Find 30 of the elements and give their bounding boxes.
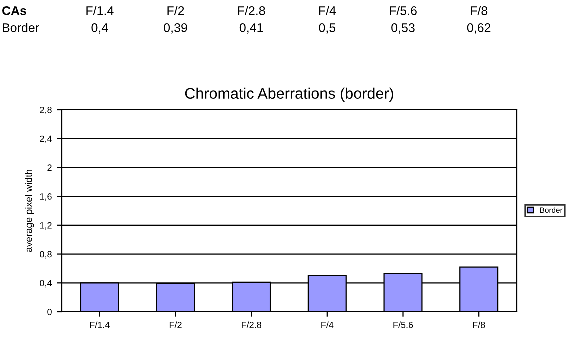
y-tick-label: 1,6 bbox=[40, 194, 52, 201]
data-label: 0,41 bbox=[240, 24, 264, 34]
category-label: F/2 bbox=[168, 6, 184, 16]
category-label: F/8 bbox=[471, 6, 488, 16]
text: CAs bbox=[2, 6, 26, 16]
data-label: 0,39 bbox=[164, 24, 188, 34]
category-label: F/4 bbox=[319, 6, 336, 16]
category-label: F/2.8 bbox=[238, 6, 266, 16]
x-tick-label: F/8 bbox=[473, 322, 486, 328]
chart-title: Chromatic Aberrations (border) bbox=[185, 88, 394, 102]
data-label: 0,5 bbox=[319, 24, 336, 34]
category-label: F/1.4 bbox=[86, 6, 114, 16]
x-tick-label: F/1.4 bbox=[90, 322, 110, 328]
category-label: F/5.6 bbox=[390, 6, 417, 16]
x-tick-label: F/5.6 bbox=[394, 322, 414, 328]
x-tick-label: F/2 bbox=[170, 322, 182, 328]
y-tick-label: 0 bbox=[48, 308, 52, 316]
y-tick-label: 2,4 bbox=[40, 136, 52, 144]
y-tick-label: 2,8 bbox=[40, 106, 52, 114]
y-tick-label: 1,2 bbox=[40, 222, 52, 230]
x-tick-label: F/4 bbox=[322, 322, 334, 328]
y-tick-label: 0,4 bbox=[40, 280, 52, 288]
y-tick-label: 2 bbox=[48, 164, 52, 171]
text: Border bbox=[3, 23, 40, 32]
data-label: 0,62 bbox=[467, 24, 491, 34]
data-label: 0,4 bbox=[92, 24, 108, 34]
data-label: 0,53 bbox=[392, 24, 415, 34]
x-tick-label: F/2.8 bbox=[242, 322, 262, 328]
y-tick-label: 0,8 bbox=[40, 251, 52, 259]
y-axis-title: average pixel width bbox=[25, 170, 34, 252]
